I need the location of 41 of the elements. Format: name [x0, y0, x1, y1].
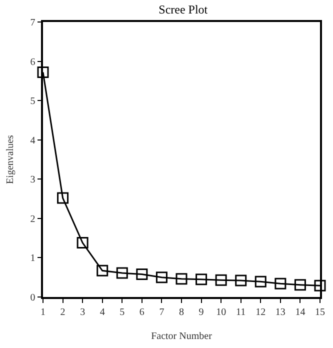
- x-tick-label: 5: [120, 306, 125, 318]
- point: [215, 274, 227, 286]
- point: [96, 264, 108, 276]
- x-tick-label: 13: [275, 306, 286, 318]
- y-tick-label: 5: [30, 96, 36, 108]
- x-tick-label: 3: [80, 306, 86, 318]
- x-tick-label: 2: [60, 306, 66, 318]
- point: [294, 279, 306, 291]
- point: [76, 237, 88, 249]
- x-tick-label: 4: [100, 306, 105, 318]
- y-tick-label: 2: [30, 214, 36, 225]
- x-tick-label: 15: [315, 306, 325, 318]
- y-tick-label: 4: [30, 135, 36, 146]
- y-tick-label: 1: [30, 253, 36, 264]
- point: [235, 274, 247, 286]
- chart-title: Scree Plot: [158, 2, 208, 17]
- x-tick-label: 10: [216, 306, 226, 318]
- x-tick-label: 14: [295, 306, 306, 318]
- x-tick-label: 9: [198, 306, 204, 318]
- x-tick-label: 6: [139, 306, 144, 318]
- point: [156, 272, 168, 284]
- x-tick-label: 11: [236, 306, 246, 318]
- point: [254, 276, 266, 288]
- y-tick-label: 7: [30, 18, 36, 28]
- y-tick-label: 0: [30, 292, 36, 304]
- point: [196, 274, 208, 286]
- x-tick-label: 12: [256, 306, 266, 318]
- x-axis-title: Factor Number: [151, 330, 213, 342]
- x-tick-label: 8: [179, 306, 184, 318]
- x-tick-label: 1: [40, 306, 46, 318]
- y-tick-label: 3: [30, 174, 36, 186]
- point: [37, 66, 49, 78]
- point: [136, 268, 148, 280]
- point: [176, 273, 188, 285]
- point: [274, 278, 286, 290]
- y-axis-title: Eigenvalues: [4, 134, 16, 184]
- point: [116, 267, 128, 279]
- y-tick-label: 6: [30, 56, 36, 68]
- point: [57, 192, 69, 204]
- x-tick-label: 7: [159, 306, 164, 318]
- point: [314, 280, 326, 292]
